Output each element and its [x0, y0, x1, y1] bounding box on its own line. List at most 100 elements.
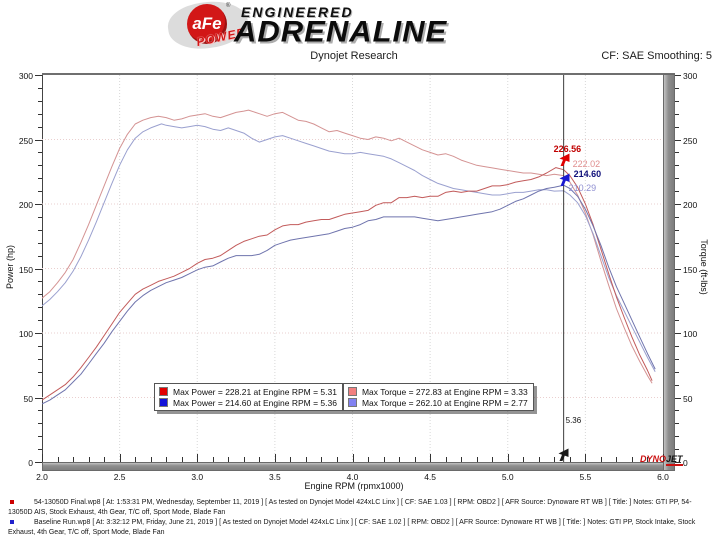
brand-adrenaline-text: ADRENALINE [234, 14, 448, 49]
bottom-tick [414, 457, 416, 462]
right-tick [675, 126, 679, 128]
right-tick [675, 229, 679, 231]
max-values-legend: Max Power = 228.21 at Engine RPM = 5.31 … [154, 383, 534, 411]
left-tick [38, 294, 42, 296]
bottom-tick [445, 457, 447, 462]
cursor-value-1: 222.02 [572, 159, 601, 169]
left-tick [38, 216, 42, 218]
bottom-tick-label: 3.0 [191, 472, 204, 482]
left-tick [38, 255, 42, 257]
bottom-tick [274, 454, 276, 462]
bottom-tick [554, 457, 556, 462]
left-tick [35, 397, 42, 399]
right-axis-bar [663, 74, 675, 471]
left-tick [38, 358, 42, 360]
right-tick-label: 0 [683, 458, 688, 468]
right-tick [675, 358, 679, 360]
left-tick [38, 423, 42, 425]
left-tick-label: 0 [28, 458, 33, 468]
left-tick [38, 320, 42, 322]
right-tick [675, 320, 679, 322]
right-tick [675, 294, 679, 296]
right-tick [675, 345, 679, 347]
legend-row-torque-baseline: Max Torque = 262.10 at Engine RPM = 2.77 [347, 397, 528, 408]
left-tick [38, 242, 42, 244]
plot-top-border [42, 73, 675, 75]
bottom-tick-label: 4.0 [346, 472, 359, 482]
bottom-tick [461, 457, 463, 462]
afe-logo-text: aFe [192, 14, 222, 33]
legend-swatch-power-baseline [159, 398, 168, 407]
bottom-tick [259, 457, 261, 462]
bottom-tick [243, 457, 245, 462]
legend-row-power-final: Max Power = 228.21 at Engine RPM = 5.31 [159, 386, 337, 397]
right-tick-label: 150 [683, 264, 698, 275]
left-tick [38, 113, 42, 115]
bottom-tick [57, 457, 59, 462]
cursor-pointer-icon [558, 448, 569, 461]
smoothing-setting: CF: SAE Smoothing: 5 [601, 50, 712, 62]
left-tick [38, 384, 42, 386]
bottom-tick [150, 457, 152, 462]
left-tick-label: 200 [18, 200, 33, 210]
legend-swatch-torque-final [347, 387, 357, 396]
right-tick [675, 436, 679, 438]
left-tick [38, 307, 42, 309]
bottom-tick [399, 457, 401, 462]
left-tick [35, 268, 42, 270]
bottom-tick [88, 457, 90, 462]
legend-label-power-final: Max Power = 228.21 at Engine RPM = 5.31 [173, 386, 337, 397]
left-tick [35, 75, 42, 76]
bottom-tick [647, 457, 649, 462]
left-tick [35, 462, 42, 463]
cursor-rpm-label: 5.36 [565, 416, 582, 425]
left-tick [38, 345, 42, 347]
bottom-tick [492, 457, 494, 462]
bottom-tick [336, 457, 338, 462]
cursor-value-3: 210.29 [568, 183, 597, 193]
right-tick [675, 410, 679, 412]
bottom-tick [321, 457, 323, 462]
right-tick [675, 397, 681, 399]
right-tick [675, 255, 679, 257]
footnote-baseline-run: Baseline Run.wp8 [ At: 3:32:12 PM, Frida… [8, 518, 712, 537]
bottom-tick [616, 457, 618, 462]
footnote-text-baseline: Baseline Run.wp8 [ At: 3:32:12 PM, Frida… [8, 519, 696, 536]
bottom-tick [181, 457, 183, 462]
left-tick-label: 300 [18, 71, 33, 81]
right-tick [675, 152, 679, 154]
bottom-tick [104, 457, 106, 462]
left-tick [38, 178, 42, 180]
bottom-tick [135, 457, 137, 462]
bottom-tick [305, 457, 307, 462]
left-tick-label: 250 [18, 135, 33, 146]
right-tick [675, 87, 679, 89]
left-tick [35, 204, 42, 205]
bottom-tick [228, 457, 230, 462]
right-tick-label: 200 [683, 200, 698, 210]
bottom-tick [290, 457, 292, 462]
legend-torque-box: Max Torque = 272.83 at Engine RPM = 3.33… [342, 383, 534, 411]
bottom-tick [600, 457, 602, 462]
curve-power_final [42, 167, 653, 401]
left-tick [38, 449, 42, 451]
bottom-tick [631, 457, 633, 462]
bottom-tick [212, 457, 214, 462]
bottom-tick [42, 454, 43, 462]
left-tick-label: 50 [23, 393, 33, 404]
bottom-tick [73, 457, 75, 462]
right-tick [675, 191, 679, 193]
right-tick [675, 165, 679, 167]
bottom-tick-label: 3.5 [268, 472, 281, 482]
bottom-tick [663, 454, 664, 462]
cursor-value-0: 226.56 [553, 144, 582, 154]
bottom-tick [352, 454, 354, 462]
right-tick [675, 423, 679, 425]
bottom-tick-label: 2.0 [36, 472, 48, 482]
right-tick [675, 307, 679, 309]
bottom-tick [476, 457, 478, 462]
cursor-value-2: 214.60 [573, 169, 602, 179]
left-tick [38, 281, 42, 283]
left-tick [38, 152, 42, 154]
